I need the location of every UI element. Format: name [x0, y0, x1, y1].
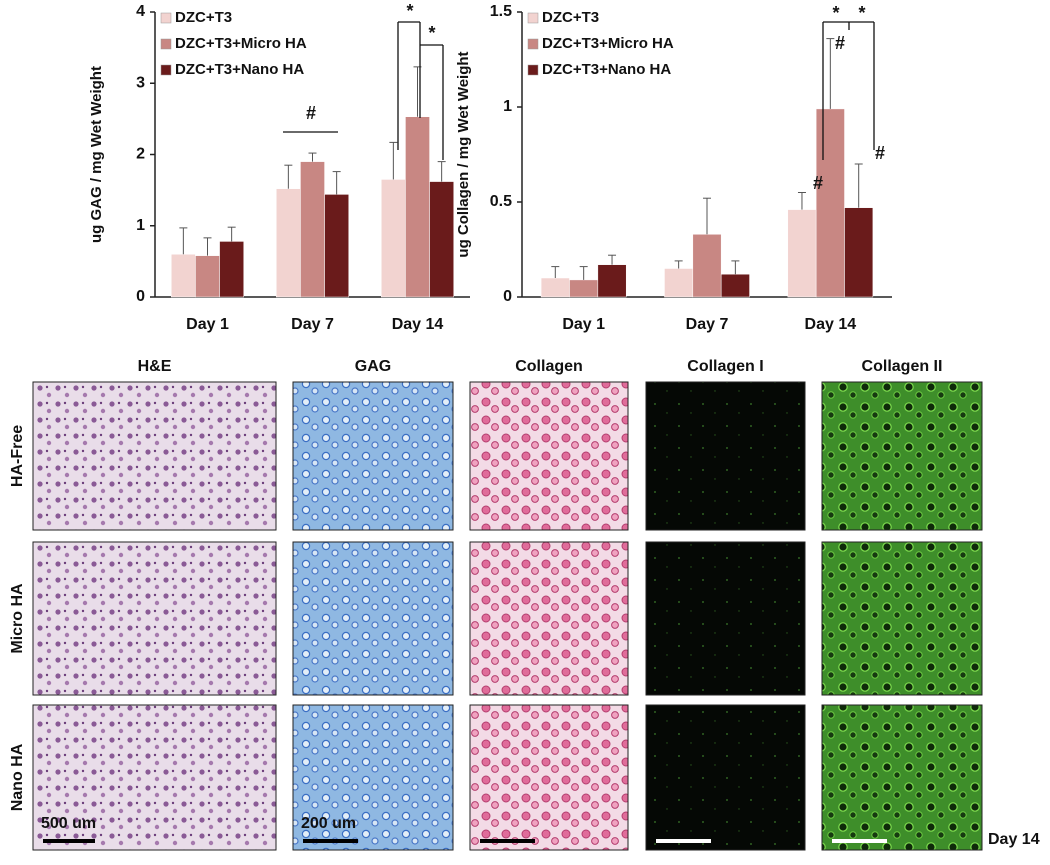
y-tick-label: 1 [136, 217, 145, 234]
scale-label: 200 um [301, 815, 356, 832]
bar [381, 179, 406, 298]
legend-swatch [160, 12, 172, 24]
legend-label: DZC+T3+Micro HA [175, 35, 307, 52]
bar [405, 116, 430, 298]
annotation: # [835, 33, 845, 53]
micrograph [32, 541, 277, 696]
bar [569, 279, 599, 298]
bar [195, 255, 220, 298]
y-axis-label: ug Collagen / mg Wet Weight [455, 51, 472, 257]
micrograph [821, 541, 983, 696]
micrograph [292, 381, 454, 531]
micrograph [32, 381, 277, 531]
legend-swatch [527, 12, 539, 24]
micrograph [469, 704, 629, 851]
micrograph [821, 381, 983, 531]
annotation: * [832, 3, 839, 23]
column-header: Collagen II [862, 358, 943, 375]
legend-label: DZC+T3+Nano HA [175, 61, 304, 78]
row-label: Nano HA [9, 743, 26, 811]
bar [219, 241, 244, 298]
annotation: # [875, 143, 885, 163]
micrograph [469, 381, 629, 531]
micrograph [292, 704, 454, 851]
y-tick-label: 4 [136, 3, 145, 20]
bar [844, 207, 874, 298]
micrograph [469, 541, 629, 696]
y-tick-label: 0 [136, 288, 145, 305]
x-tick-label: Day 1 [186, 316, 229, 333]
y-tick-label: 0 [503, 288, 512, 305]
x-tick-label: Day 7 [291, 316, 334, 333]
micrograph [821, 704, 983, 851]
x-tick-label: Day 14 [392, 316, 444, 333]
x-tick-label: Day 14 [805, 316, 857, 333]
micrograph [292, 541, 454, 696]
micrograph [32, 704, 277, 851]
annotation: * [428, 23, 435, 43]
y-tick-label: 1 [503, 98, 512, 115]
bar [171, 254, 196, 298]
bar [429, 181, 454, 298]
x-tick-label: Day 1 [562, 316, 605, 333]
annotation: # [813, 173, 823, 193]
bar [597, 264, 627, 298]
micrograph [645, 704, 806, 851]
row-label: Micro HA [9, 583, 26, 654]
legend-swatch [527, 64, 539, 76]
annotation: # [306, 103, 316, 123]
column-header: GAG [355, 358, 391, 375]
x-tick-label: Day 7 [686, 316, 729, 333]
footer-label: Day 14 [988, 831, 1040, 848]
bar [720, 273, 750, 298]
bar [324, 194, 349, 298]
column-header: H&E [138, 358, 172, 375]
micrograph [645, 541, 806, 696]
legend-swatch [160, 64, 172, 76]
y-tick-label: 1.5 [490, 3, 512, 20]
y-axis-label: ug GAG / mg Wet Weight [88, 66, 105, 243]
bar [815, 108, 845, 298]
legend-swatch [160, 38, 172, 50]
scale-label: 500 um [41, 815, 96, 832]
y-tick-label: 0.5 [490, 193, 512, 210]
legend-swatch [527, 38, 539, 50]
y-tick-label: 2 [136, 146, 145, 163]
bar [540, 277, 570, 298]
bar [300, 161, 325, 298]
micrograph [645, 381, 806, 531]
row-label: HA-Free [9, 425, 26, 487]
legend-label: DZC+T3+Nano HA [542, 61, 671, 78]
bar [276, 188, 301, 298]
bar [692, 234, 722, 298]
legend-label: DZC+T3+Micro HA [542, 35, 674, 52]
y-tick-label: 3 [136, 74, 145, 91]
bar [664, 268, 694, 298]
bar [787, 209, 817, 298]
column-header: Collagen [515, 358, 583, 375]
legend-label: DZC+T3 [542, 9, 599, 26]
column-header: Collagen I [687, 358, 763, 375]
annotation: * [858, 3, 865, 23]
legend-label: DZC+T3 [175, 9, 232, 26]
annotation: * [406, 1, 413, 21]
